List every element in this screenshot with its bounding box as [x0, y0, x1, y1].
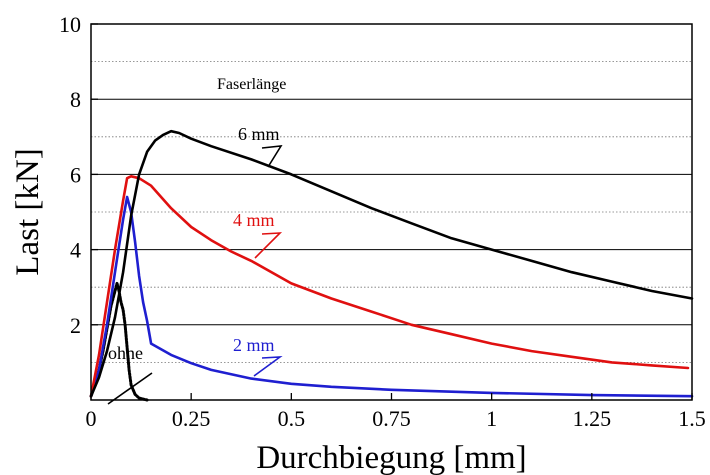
x-tick-label-3: 0.75	[372, 406, 411, 431]
x-axis-label: Durchbiegung [mm]	[256, 440, 526, 475]
y-tick-label-2: 6	[70, 162, 81, 187]
annotation-layer: 6 mm 4 mm 2 mm ohne	[107, 124, 283, 405]
series-annotation-mm6: 6 mm	[238, 124, 280, 144]
legend-title-faserlaenge: Faserlänge	[217, 76, 286, 93]
series-layer	[89, 129, 694, 402]
y-tick-label-0: 2	[70, 313, 81, 338]
y-tick-label-4: 10	[59, 12, 81, 37]
x-tick-label-0: 0	[86, 406, 97, 431]
plot-frame	[90, 23, 693, 401]
y-axis-label: Last [kN]	[10, 148, 46, 275]
annotation-leader-mm2	[253, 356, 283, 377]
x-tick-label-6: 1.5	[678, 406, 706, 431]
annotation-leader-mm6	[261, 145, 283, 168]
grid-layer	[91, 23, 692, 363]
y-tick-label-1: 4	[70, 238, 81, 263]
annotation-leader-ohne	[107, 372, 153, 405]
series-annotation-mm4: 4 mm	[233, 210, 275, 230]
x-tick-label-1: 0.25	[172, 406, 211, 431]
x-tick-label-2: 0.5	[278, 406, 306, 431]
tick-layer: 0 0.25 0.5 0.75 1 1.25 1.5 2 4 6 8 10	[59, 12, 706, 431]
y-tick-label-3: 8	[70, 87, 81, 112]
series-line-3	[89, 129, 694, 398]
series-line-2	[89, 175, 690, 398]
plot-border	[90, 23, 693, 401]
annotation-leader-mm4	[254, 232, 283, 259]
series-annotation-ohne: ohne	[108, 343, 143, 363]
series-line-1	[89, 195, 694, 398]
x-tick-label-4: 1	[486, 406, 497, 431]
series-annotation-mm2: 2 mm	[233, 335, 275, 355]
x-tick-label-5: 1.25	[573, 406, 612, 431]
